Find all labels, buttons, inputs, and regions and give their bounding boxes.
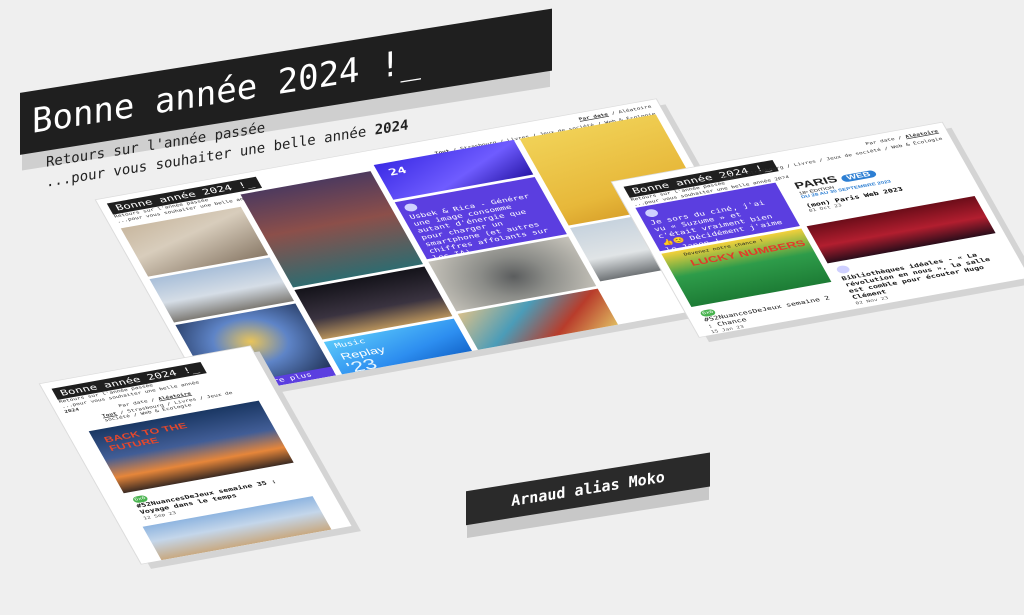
- author-label: Arnaud alias Moko: [466, 452, 710, 526]
